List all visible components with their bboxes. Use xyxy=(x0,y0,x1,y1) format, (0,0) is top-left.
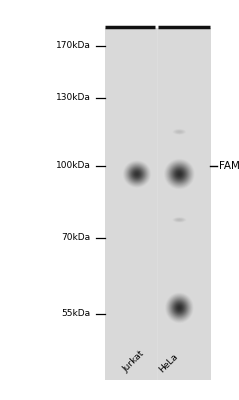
Text: 130kDa: 130kDa xyxy=(56,94,91,102)
Text: Jurkat: Jurkat xyxy=(121,349,147,374)
Text: HeLa: HeLa xyxy=(157,352,180,374)
Text: FAM13A: FAM13A xyxy=(219,161,239,171)
Text: 170kDa: 170kDa xyxy=(56,42,91,50)
Text: 100kDa: 100kDa xyxy=(56,162,91,170)
Text: 70kDa: 70kDa xyxy=(62,234,91,242)
Text: 55kDa: 55kDa xyxy=(62,310,91,318)
